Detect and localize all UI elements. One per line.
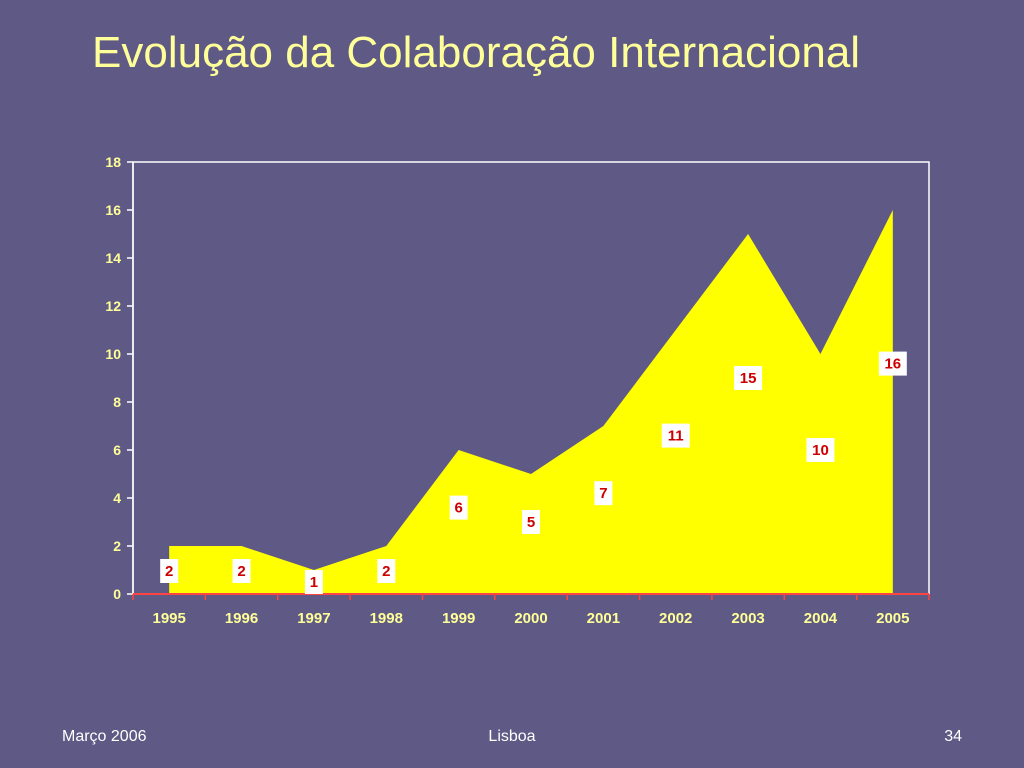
data-label-box [449,495,468,520]
data-label: 11 [668,428,684,445]
data-label: 15 [740,370,757,387]
y-tick-label: 14 [105,250,121,266]
y-tick-label: 16 [105,202,121,218]
y-tick-label: 0 [113,586,121,602]
data-label: 2 [165,563,173,580]
x-tick-label: 1997 [297,610,330,627]
slide-title: Evolução da Colaboração Internacional [92,28,861,77]
x-tick-label: 1996 [225,610,258,627]
data-label: 16 [884,356,901,373]
y-tick-label: 10 [105,346,121,362]
data-label: 7 [599,485,607,502]
x-tick-label: 2001 [587,610,620,627]
data-label: 2 [382,563,390,580]
data-label-box [522,510,540,534]
y-tick-label: 4 [113,490,121,506]
data-label-box [734,366,763,390]
data-label: 5 [527,514,535,531]
data-label-box [304,570,323,594]
data-label-box [806,438,835,462]
footer-location: Lisboa [488,728,536,745]
data-label-box [661,423,690,448]
y-tick-label: 12 [105,298,121,314]
data-label: 10 [812,442,829,459]
data-label: 6 [454,500,462,517]
x-tick-label: 2000 [514,610,547,627]
data-label-box [878,351,907,376]
data-label-box [377,559,396,583]
y-tick-label: 18 [105,154,121,170]
x-tick-label: 2005 [876,610,909,627]
y-tick-label: 8 [113,394,121,410]
x-tick-label: 1998 [370,610,403,627]
y-tick-label: 6 [113,442,121,458]
area-series [169,210,893,594]
footer-date: Março 2006 [62,728,147,745]
x-tick-label: 1995 [152,610,185,627]
x-tick-label: 2003 [731,610,764,627]
y-tick-label: 2 [113,538,121,554]
x-tick-label: 2002 [659,610,692,627]
x-tick-label: 2004 [804,610,838,627]
data-label-box [594,481,613,506]
data-label: 2 [237,563,245,580]
x-tick-label: 1999 [442,610,475,627]
data-label: 1 [310,574,318,591]
data-label-box [232,559,251,583]
page-number: 34 [944,728,962,745]
data-label-box [160,559,179,583]
